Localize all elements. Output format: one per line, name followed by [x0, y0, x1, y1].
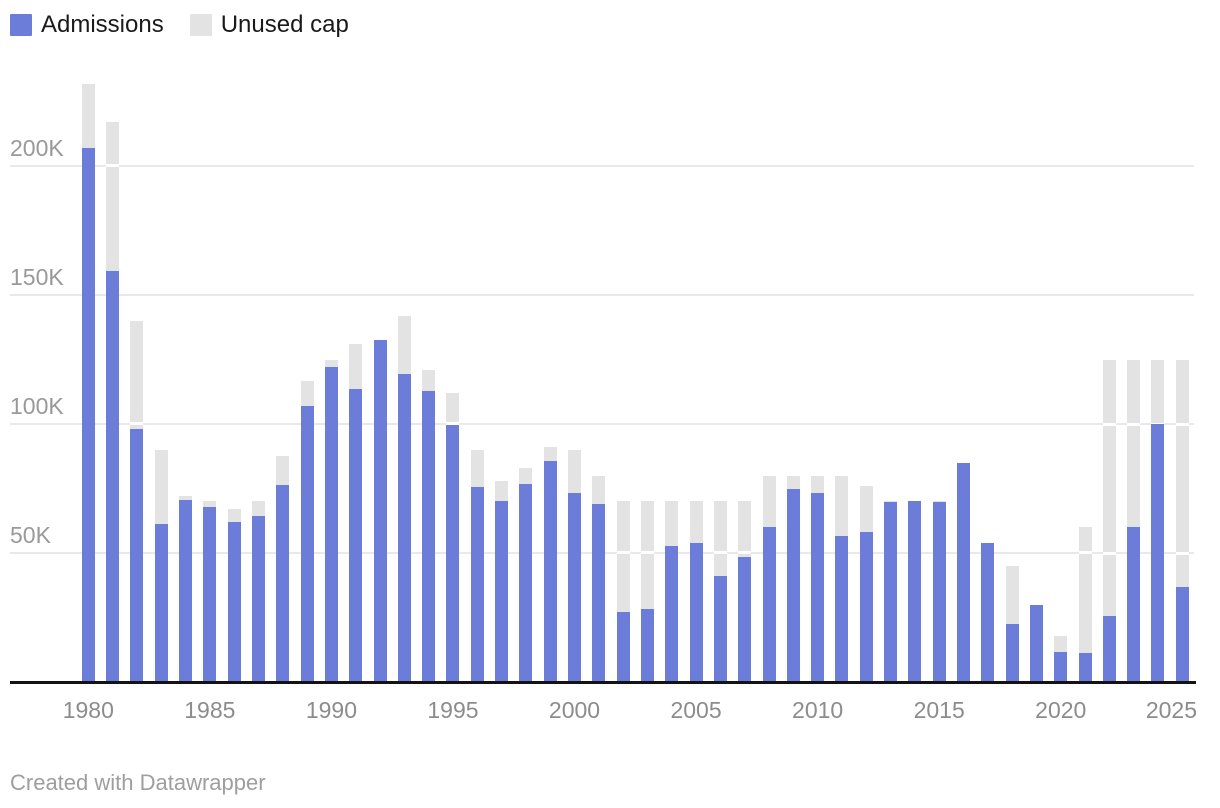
bar-admissions-2011[interactable]: [835, 536, 849, 682]
legend-label-unused-cap: Unused cap: [220, 11, 349, 38]
x-tick-label: 2025: [1145, 697, 1197, 723]
bar-admissions-2003[interactable]: [640, 608, 654, 682]
y-tick-label: 150K: [10, 264, 64, 290]
bar-admissions-1996[interactable]: [470, 486, 484, 682]
legend-item-unused-cap: Unused cap: [189, 11, 349, 38]
gridline-overlay: [1102, 422, 1116, 426]
gridline-overlay: [1175, 422, 1189, 426]
bar-admissions-1982[interactable]: [130, 428, 144, 682]
bar-admissions-2007[interactable]: [738, 557, 752, 682]
y-tick-label: 200K: [10, 135, 64, 161]
gridline-overlay: [738, 551, 752, 555]
gridline-100k: [10, 423, 1194, 425]
y-tick-label: 50K: [10, 522, 51, 548]
bar-admissions-2004[interactable]: [665, 545, 679, 682]
bar-admissions-1984[interactable]: [179, 500, 193, 682]
y-tick-label: 100K: [10, 393, 64, 419]
unused-cap-swatch: [189, 14, 212, 36]
bar-admissions-2001[interactable]: [592, 504, 606, 682]
x-tick-label: 1995: [427, 697, 479, 723]
bar-unused-cap-2021[interactable]: [1078, 527, 1092, 682]
bar-admissions-2013[interactable]: [884, 501, 898, 682]
byline: Created with Datawrapper: [10, 770, 266, 795]
bar-admissions-1993[interactable]: [397, 373, 411, 682]
bar-admissions-2021[interactable]: [1078, 652, 1092, 682]
gridline-overlay: [1175, 551, 1189, 555]
bar-admissions-1988[interactable]: [276, 484, 290, 682]
x-tick-label: 2010: [792, 697, 844, 723]
bar-admissions-2015[interactable]: [932, 501, 946, 682]
legend: Admissions Unused cap: [10, 13, 375, 37]
bar-admissions-2005[interactable]: [689, 543, 703, 682]
bar-admissions-1992[interactable]: [373, 340, 387, 682]
gridline-overlay: [1127, 422, 1141, 426]
bar-admissions-2010[interactable]: [811, 492, 825, 682]
x-tick-label: 1980: [62, 697, 114, 723]
plot-area: 50K 100K 150K 200K 1980 1985 1990 1995 2000 2005 2…: [10, 84, 1197, 723]
bar-admissions-2023[interactable]: [1127, 527, 1141, 682]
bar-admissions-2019[interactable]: [1029, 604, 1043, 682]
bar-admissions-2022[interactable]: [1102, 616, 1116, 682]
gridline-150k: [10, 294, 1194, 296]
bar-admissions-2024[interactable]: [1151, 423, 1165, 682]
bar-admissions-1997[interactable]: [495, 501, 509, 682]
bar-admissions-2018[interactable]: [1005, 623, 1019, 682]
legend-item-admissions: Admissions: [10, 13, 164, 37]
gridline-overlay: [640, 551, 654, 555]
admissions-swatch: [10, 14, 32, 36]
bar-admissions-1983[interactable]: [154, 524, 168, 682]
x-tick-label: 2020: [1035, 697, 1087, 723]
bar-admissions-2009[interactable]: [786, 489, 800, 682]
bar-admissions-1987[interactable]: [251, 515, 265, 682]
legend-label-admissions: Admissions: [41, 11, 164, 38]
bar-admissions-1995[interactable]: [446, 425, 460, 682]
bar-admissions-2000[interactable]: [568, 493, 582, 682]
bar-admissions-1990[interactable]: [324, 367, 338, 682]
bar-admissions-2008[interactable]: [762, 526, 776, 682]
bar-admissions-2014[interactable]: [908, 501, 922, 682]
x-tick-label: 1990: [305, 697, 357, 723]
bar-admissions-2020[interactable]: [1054, 651, 1068, 682]
bar-admissions-1985[interactable]: [203, 507, 217, 682]
bar-admissions-1986[interactable]: [227, 521, 241, 682]
bar-admissions-2012[interactable]: [859, 531, 873, 682]
gridline-overlay: [713, 551, 727, 555]
bar-admissions-2006[interactable]: [713, 575, 727, 682]
bar-admissions-1989[interactable]: [300, 405, 314, 682]
gridline-overlay: [1102, 551, 1116, 555]
bar-admissions-1991[interactable]: [349, 389, 363, 682]
x-tick-label: 2005: [670, 697, 722, 723]
gridline-overlay: [1078, 551, 1092, 555]
bar-admissions-1999[interactable]: [543, 461, 557, 682]
bar-admissions-2025[interactable]: [1175, 586, 1189, 682]
bar-admissions-1998[interactable]: [519, 484, 533, 682]
gridline-200k: [10, 165, 1194, 167]
x-tick-label: 2015: [913, 697, 965, 723]
x-axis-line: [10, 681, 1196, 684]
x-tick-label: 1985: [184, 697, 236, 723]
gridline-overlay: [446, 422, 460, 426]
gridline-overlay: [616, 551, 630, 555]
gridline-overlay: [130, 422, 144, 426]
x-tick-label: 2000: [548, 697, 601, 723]
bar-admissions-1981[interactable]: [106, 271, 120, 682]
bar-unused-cap-2022[interactable]: [1102, 359, 1116, 682]
bar-admissions-2016[interactable]: [956, 462, 970, 682]
bar-admissions-1994[interactable]: [422, 391, 436, 682]
gridline-overlay: [106, 164, 120, 168]
bar-admissions-2002[interactable]: [616, 612, 630, 682]
bar-admissions-1980[interactable]: [81, 147, 95, 682]
bar-admissions-2017[interactable]: [981, 543, 995, 682]
